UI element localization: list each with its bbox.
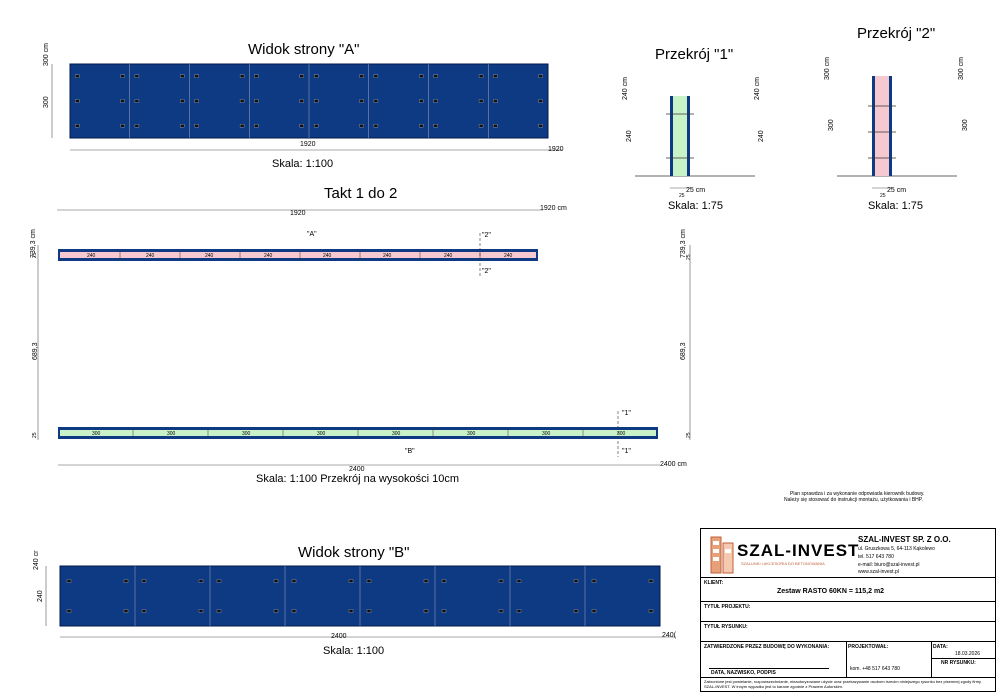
wall-b-panel-label: 300 [542,431,551,437]
section-1-h-left-top: 240 cm [622,77,629,100]
wall-a-panel-label: 240 [87,253,96,259]
wall-a-panel-label: 240 [383,253,392,259]
date-value: 18.03.2026 [955,651,981,657]
section-1-tick: 25 [679,193,685,199]
marker-a: "A" [307,231,317,238]
title-block: SZAL-INVEST SZALUNKI I AKCESORIA DO BETO… [700,528,996,692]
wall-b-panel-label: 300 [167,431,176,437]
view-b-title: Widok strony "B" [298,544,410,561]
wall-a-panel-label: 240 [444,253,453,259]
wall-b-panel-label: 300 [617,431,626,437]
view-a-scale: Skala: 1:100 [272,158,334,170]
marker-b: "B" [405,448,415,455]
designer-phone: kom. +48 517 643 780 [850,666,900,672]
marker-1-bottom: "1" [622,448,631,455]
company-address: ul. Gruszkowa 5, 64-113 Kąkolewo [858,546,935,552]
company-website: www.szal-invest.pl [858,569,899,575]
wall-a-panel-label: 240 [323,253,332,259]
section-2-title: Przekrój "2" [857,25,936,42]
copyright-footer: Zabronione jest powielanie, rozpowszechn… [704,679,982,689]
drawing-title-label: TYTUŁ RYSUNKU: [704,624,748,630]
company-name: SZAL-INVEST SP. Z O.O. [858,535,951,544]
section-1-thickness: 25 cm [686,187,706,194]
project-title-label: TYTUŁ PROJEKTU: [704,604,751,610]
section-2-thickness: 25 cm [887,187,907,194]
logo-text: SZAL-INVEST [737,541,860,560]
section-1-scale: Skala: 1:75 [668,200,724,212]
drawing-number-label: NR RYSUNKU: [941,660,976,666]
wall-b-panel-label: 300 [317,431,326,437]
plan-top-width: 1920 [290,210,306,217]
logo-subtitle: SZALUNKI I AKCESORIA DO BETONOWANIA [741,561,825,566]
wall-b-panel-label: 300 [242,431,251,437]
marker-2-top: "2" [482,232,491,239]
wall-a-panel-label: 240 [146,253,155,259]
section-2-h-left-top: 300 cm [824,57,831,80]
wall-a-panel-label: 240 [504,253,513,259]
marker-1-top: "1" [622,410,631,417]
logo-icon [710,536,734,574]
view-b-width-end: 240( [662,632,677,639]
view-a-height-top: 300 cm [43,43,50,66]
marker-2-bottom: "2" [482,268,491,275]
wall-b-panel-label: 300 [467,431,476,437]
section-1-drawing [635,96,755,189]
view-b-elevation [45,565,676,638]
plan-scale: Skala: 1:100 Przekrój na wysokości 10cm [256,473,459,485]
wall-a-panel-label: 240 [205,253,214,259]
section-2-drawing [837,76,957,189]
view-a-width-end: 1920 [548,146,564,153]
date-label: DATA: [933,644,948,650]
view-a-title: Widok strony "A" [248,41,360,58]
wall-b-panel-label: 300 [392,431,401,437]
note-line-1: Plan sprawdza i za wykonanie odpowiada k… [790,491,925,497]
plan-bottom-width-end: 2400 cm [660,461,687,468]
plan-top-width-end: 1920 cm [540,205,567,212]
client-label: KLIENT: [704,580,724,586]
view-a-height-side: 300 [43,96,50,108]
view-a-width: 1920 [300,141,316,148]
company-phone: tel. 517 643 780 [858,554,894,560]
view-b-width: 2400 [331,633,347,640]
set-value: Zestaw RASTO 60KN = 115,2 m2 [777,588,885,595]
section-2-scale: Skala: 1:75 [868,200,924,212]
wall-b-panel-label: 300 [92,431,101,437]
date-name-signature-label: DATA, NAZWISKO, PODPIS [711,670,776,676]
plan-bottom-width: 2400 [349,466,365,473]
approved-label: ZATWIERDZONE PRZEZ BUDOWĘ DO WYKONANIA: [704,644,830,650]
view-b-scale: Skala: 1:100 [323,645,385,657]
wall-a-panel-label: 240 [264,253,273,259]
plan-title: Takt 1 do 2 [324,185,398,202]
plan-top-dimension [57,209,543,211]
view-b-height-top: 240 cr [33,550,40,570]
note-line-2: Należy się stosować do instrukcji montaż… [784,497,923,503]
company-email: e-mail: biuro@szal-invest.pl [858,562,920,568]
designer-label: PROJEKTOWAŁ: [848,644,889,650]
plan-drawing [37,233,691,466]
section-2-tick: 25 [880,193,886,199]
section-2-h-right: 300 [962,119,969,131]
view-a-elevation [51,63,562,151]
section-1-title: Przekrój "1" [655,46,734,63]
